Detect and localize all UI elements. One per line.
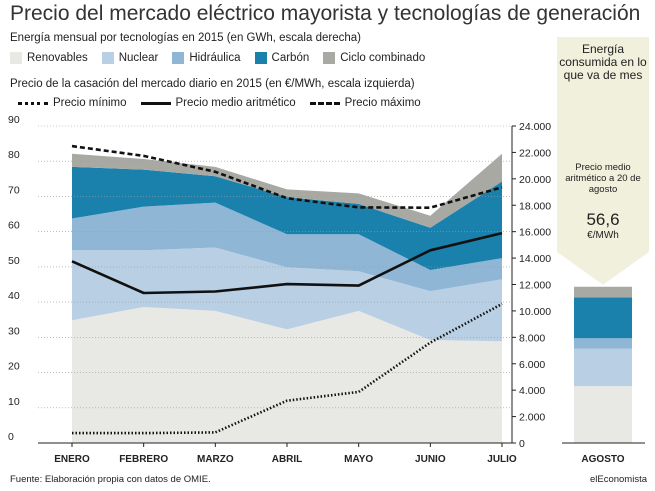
brand-logo: elEconomista: [589, 474, 647, 485]
legend-item-carbon: Carbón: [254, 52, 310, 64]
hidraulica-swatch: [172, 52, 185, 64]
right-tick-label: 16.000: [519, 227, 551, 239]
legend-label-nuclear: Nuclear: [118, 52, 159, 64]
left-tick-label: 80: [8, 149, 20, 161]
legend-item-precio-medio: Precio medio aritmético: [140, 97, 296, 109]
legend-item-hidraulica: Hidráulica: [172, 52, 241, 64]
price-legend: Precio mínimo Precio medio aritmético Pr…: [18, 97, 421, 109]
right-tick-label: 20.000: [519, 174, 551, 186]
area-carb-n: [72, 166, 502, 270]
x-tick-label: JUNIO: [415, 454, 446, 465]
left-tick-label: 70: [8, 184, 20, 196]
legend-item-renovables: Renovables: [10, 52, 88, 64]
line-precio-medio-aritm-tico: [71, 231, 503, 295]
right-tick-label: 18.000: [519, 200, 551, 212]
legend-label-renovables: Renovables: [27, 52, 88, 64]
dotted-line-swatch: [18, 101, 48, 105]
august-bar-segment-0: [574, 386, 632, 443]
august-price: 56,6: [586, 210, 620, 229]
right-tick-label: 12.000: [519, 280, 551, 292]
legend-label-precio-medio: Precio medio aritmético: [175, 97, 296, 109]
legend-item-precio-maximo: Precio máximo: [309, 97, 421, 109]
left-tick-label: 50: [8, 255, 20, 267]
right-tick-label: 6.000: [519, 359, 545, 371]
carbon-swatch: [254, 52, 267, 64]
x-tick-label: MARZO: [197, 454, 234, 465]
renovables-swatch: [10, 52, 22, 64]
line-precio-m-nimo: [72, 302, 503, 435]
left-tick-label: 90: [8, 114, 20, 126]
right-tick-label: 22.000: [519, 147, 551, 159]
solid-line-swatch: [140, 101, 171, 105]
source-note: Fuente: Elaboración propia con datos de …: [10, 474, 211, 485]
x-tick-label: JULIO: [487, 454, 517, 465]
area-renovables: [72, 307, 502, 443]
august-label: AGOSTO: [581, 454, 624, 465]
legend-item-precio-minimo: Precio mínimo: [18, 97, 127, 109]
right-tick-label: 14.000: [519, 253, 551, 265]
energy-subtitle: Energía mensual por tecnologías en 2015 …: [10, 32, 361, 44]
nuclear-swatch: [101, 52, 114, 64]
legend-label-carbon: Carbón: [271, 52, 310, 64]
august-header: Energía consumida en lo que va de mes: [559, 42, 647, 82]
left-tick-label: 40: [8, 290, 20, 302]
right-tick-label: 4.000: [519, 385, 545, 397]
dashed-line-swatch: [309, 101, 340, 105]
august-callout-box: [557, 37, 649, 252]
right-tick-label: 2.000: [519, 412, 545, 424]
august-bar-segment-1: [574, 348, 632, 387]
august-unit: €/MWh: [587, 230, 619, 241]
right-tick-label: 8.000: [519, 332, 545, 344]
energy-legend: Renovables Nuclear Hidráulica Carbón Cic…: [10, 52, 425, 64]
x-tick-label: ABRIL: [272, 454, 303, 465]
x-tick-label: MAYO: [344, 454, 373, 465]
area-nuclear: [72, 247, 502, 342]
left-tick-label: 10: [8, 396, 20, 408]
right-tick-label: 24.000: [519, 121, 551, 133]
legend-item-ciclo: Ciclo combinado: [323, 52, 425, 64]
left-tick-label: 60: [8, 220, 20, 232]
august-bar-segment-3: [574, 297, 632, 339]
line-precio-m-ximo: [71, 144, 503, 209]
august-bar-segment-4: [574, 286, 632, 298]
legend-item-nuclear: Nuclear: [101, 52, 159, 64]
left-tick-label: 20: [8, 361, 20, 373]
left-tick-label: 30: [8, 325, 20, 337]
legend-label-precio-maximo: Precio máximo: [344, 97, 421, 109]
august-bar-segment-2: [574, 338, 632, 349]
chart-title: Precio del mercado eléctrico mayorista y…: [10, 2, 641, 25]
ciclo-swatch: [323, 52, 336, 64]
legend-label-precio-minimo: Precio mínimo: [53, 97, 127, 109]
right-tick-label: 10.000: [519, 306, 551, 318]
legend-label-ciclo: Ciclo combinado: [340, 52, 426, 64]
legend-label-hidraulica: Hidráulica: [189, 52, 241, 64]
x-tick-label: ENERO: [54, 454, 90, 465]
price-subtitle: Precio de la casación del mercado diario…: [10, 78, 415, 90]
left-tick-label: 0: [8, 431, 14, 443]
august-note: Precio medio aritmético a 20 de agosto: [565, 162, 641, 195]
area-ciclo-combinado: [72, 153, 502, 228]
august-callout-arrow: [557, 252, 649, 285]
right-tick-label: 0: [519, 438, 525, 450]
x-tick-label: FEBRERO: [119, 454, 168, 465]
